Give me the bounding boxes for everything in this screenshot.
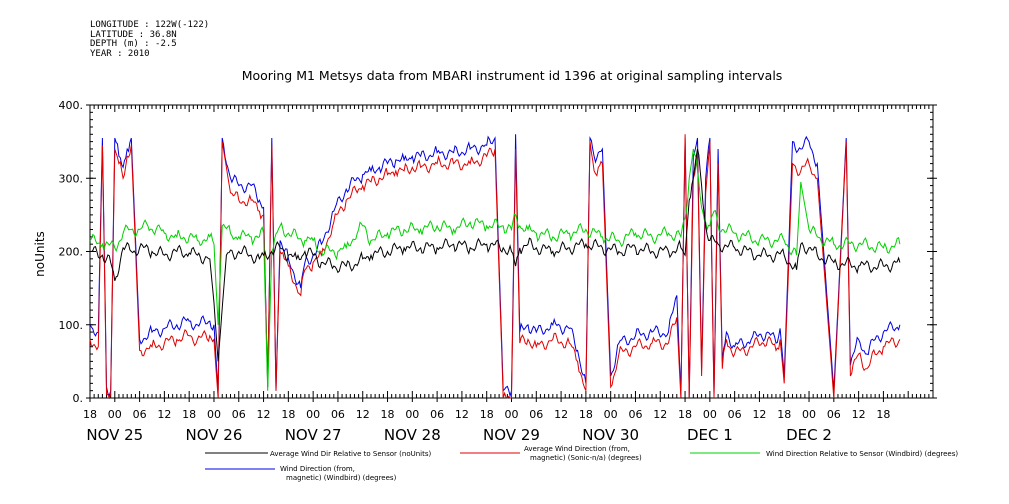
x-tick-label: 12 xyxy=(653,408,667,421)
latitude-label: LATITUDE : 36.8N xyxy=(90,29,177,40)
x-tick-label: 00 xyxy=(405,408,419,421)
x-tick-label: 12 xyxy=(257,408,271,421)
date-label: NOV 25 xyxy=(86,426,143,444)
x-tick-label: 00 xyxy=(306,408,320,421)
date-label: DEC 1 xyxy=(687,426,733,444)
x-tick-label: 12 xyxy=(455,408,469,421)
x-tick-label: 18 xyxy=(381,408,395,421)
x-tick-label: 12 xyxy=(356,408,370,421)
y-tick-label: 100. xyxy=(59,319,84,332)
date-label: DEC 2 xyxy=(786,426,832,444)
date-label: NOV 28 xyxy=(384,426,441,444)
legend-label-1-line-0: Average Wind Direction (from, xyxy=(524,445,630,453)
legend: Average Wind Dir Relative to Sensor (noU… xyxy=(205,445,958,482)
y-tick-label: 300. xyxy=(59,172,84,185)
x-tick-label: 18 xyxy=(579,408,593,421)
metadata-block: LONGITUDE : 122W(-122) LATITUDE : 36.8N … xyxy=(90,20,210,59)
x-tick-label: 12 xyxy=(852,408,866,421)
x-tick-label: 18 xyxy=(480,408,494,421)
series-line-0 xyxy=(90,148,901,362)
depth-label: DEPTH (m) : -2.5 xyxy=(90,39,177,49)
x-tick-label: 18 xyxy=(281,408,295,421)
series-line-3 xyxy=(89,134,901,398)
x-tick-label: 00 xyxy=(703,408,717,421)
chart-title: Mooring M1 Metsys data from MBARI instru… xyxy=(242,68,783,83)
y-tick-label: 200. xyxy=(59,246,84,259)
x-tick-label: 18 xyxy=(678,408,692,421)
x-tick-label: 18 xyxy=(182,408,196,421)
legend-label-3-line-1: magnetic) (Windbird) (degrees) xyxy=(286,474,397,482)
x-tick-label: 00 xyxy=(802,408,816,421)
x-tick-label: 18 xyxy=(83,408,97,421)
x-axis: 18 00 06 12 18 00 06 12 18 00 06 12 18 00 06 12 18 00 06 12… xyxy=(83,105,934,444)
x-tick-label: 06 xyxy=(331,408,345,421)
date-label: NOV 29 xyxy=(483,426,540,444)
series-layer xyxy=(89,134,901,400)
x-tick-label: 06 xyxy=(728,408,742,421)
y-tick-label: 0. xyxy=(73,392,84,405)
x-tick-label: 00 xyxy=(207,408,221,421)
date-label: NOV 30 xyxy=(582,426,639,444)
legend-label-3-line-0: Wind Direction (from, xyxy=(280,465,355,473)
x-tick-label: 06 xyxy=(232,408,246,421)
x-tick-label: 06 xyxy=(133,408,147,421)
x-tick-label: 00 xyxy=(108,408,122,421)
year-label: YEAR : 2010 xyxy=(90,48,150,59)
x-tick-label: 06 xyxy=(827,408,841,421)
date-label: NOV 27 xyxy=(285,426,342,444)
y-axis: 0. 100. 200. 300. 400. xyxy=(59,99,937,405)
x-tick-label: 12 xyxy=(554,408,568,421)
legend-label-1-line-1: magnetic) (Sonic-n/a) (degrees) xyxy=(530,454,642,462)
x-tick-label: 06 xyxy=(529,408,543,421)
x-tick-label: 12 xyxy=(752,408,766,421)
x-tick-label: 06 xyxy=(628,408,642,421)
y-axis-label: noUnits xyxy=(33,231,47,277)
legend-label-0: Average Wind Dir Relative to Sensor (noU… xyxy=(270,450,431,458)
series-line-2 xyxy=(89,148,901,391)
x-tick-label: 00 xyxy=(505,408,519,421)
x-tick-label: 12 xyxy=(157,408,171,421)
series-line-1 xyxy=(89,134,901,400)
x-tick-label: 18 xyxy=(876,408,890,421)
x-tick-label: 18 xyxy=(777,408,791,421)
longitude-label: LONGITUDE : 122W(-122) xyxy=(90,20,210,30)
date-label: NOV 26 xyxy=(186,426,243,444)
legend-label-2: Wind Direction Relative to Sensor (Windb… xyxy=(766,450,958,458)
y-tick-label: 400. xyxy=(59,99,84,112)
x-tick-label: 06 xyxy=(430,408,444,421)
x-tick-label: 00 xyxy=(604,408,618,421)
